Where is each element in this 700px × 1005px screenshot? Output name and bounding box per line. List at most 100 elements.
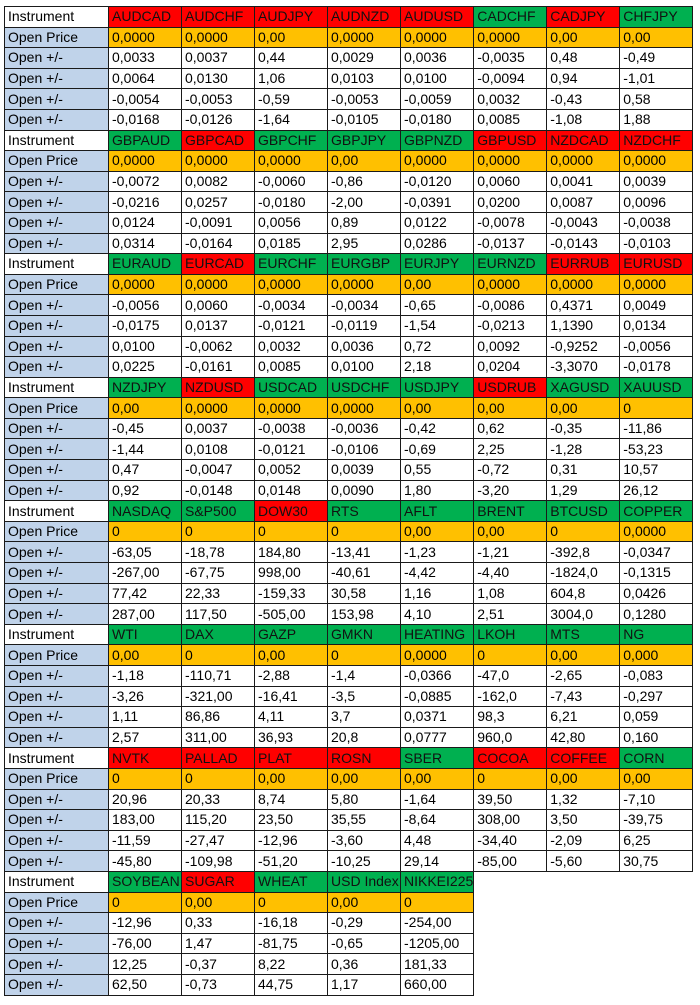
delta-label: Open +/- (4, 829, 109, 852)
delta-cell: -0,1315 (619, 562, 694, 584)
delta-cell: 184,80 (254, 541, 328, 564)
delta-cell: -76,00 (108, 932, 182, 955)
delta-label: Open +/- (4, 211, 109, 234)
delta-cell: -0,0094 (473, 67, 548, 90)
delta-cell: -1,01 (619, 67, 694, 90)
open-price-cell: 0,000 (619, 644, 694, 666)
delta-cell: 0,0049 (619, 294, 694, 316)
instrument-name-cell: COPPER (619, 500, 694, 522)
delta-cell: -0,0053 (327, 88, 401, 110)
delta-cell: 1,32 (546, 788, 621, 811)
instrument-name-cell: PALLAD (181, 747, 255, 769)
delta-cell: -0,0119 (327, 314, 401, 337)
delta-label: Open +/- (4, 356, 109, 378)
open-price-cell: 0,00 (399, 767, 475, 790)
delta-row: Open +/- 0,0124 -0,0091 0,0056 0,89 0,0122 -0,… (4, 211, 694, 234)
delta-cell: 153,98 (327, 603, 401, 625)
delta-cell: 0,0082 (181, 170, 255, 193)
delta-cell: -27,47 (181, 829, 255, 852)
delta-label: Open +/- (4, 582, 109, 605)
delta-cell: -162,0 (473, 685, 548, 708)
delta-cell: 98,3 (473, 706, 548, 728)
delta-cell: 2,25 (473, 438, 548, 461)
delta-cell: -321,00 (181, 685, 255, 708)
delta-cell: 3004,0 (546, 603, 621, 625)
delta-cell: -0,0078 (473, 211, 548, 234)
delta-cell: -2,09 (546, 829, 621, 852)
delta-cell: 1,80 (399, 479, 475, 502)
instrument-name-cell: BRENT (473, 500, 548, 522)
instrument-name-cell: GAZP (254, 623, 328, 646)
delta-cell: 0,0060 (181, 294, 255, 316)
delta-cell: -0,0056 (108, 294, 182, 316)
delta-cell: -0,0034 (254, 294, 328, 316)
delta-cell: 0,0103 (327, 67, 401, 90)
open-price-row: Open Price 0,0000 0,0000 0,0000 0,0000 0,00 0,… (4, 273, 694, 296)
delta-row: Open +/- 0,0064 0,0130 1,06 0,0103 0,0100 -0,0… (4, 67, 694, 90)
instrument-name-cell: CORN (619, 747, 694, 769)
instrument-name-cell: COCOA (473, 747, 548, 769)
delta-cell: 0,0085 (473, 108, 548, 131)
delta-cell: -18,78 (181, 541, 255, 564)
open-price-cell: 0,0000 (473, 273, 548, 296)
open-price-cell: 0,00 (619, 767, 694, 790)
delta-cell: 0,0100 (399, 67, 475, 90)
delta-cell: -159,33 (254, 582, 328, 605)
delta-cell: -0,42 (399, 417, 475, 440)
delta-label: Open +/- (4, 953, 109, 975)
open-price-cell: 0,00 (254, 767, 328, 790)
instrument-name-cell: GBPCAD (181, 129, 255, 152)
instrument-name-cell: PLAT (254, 747, 328, 769)
delta-cell: 42,80 (546, 726, 621, 749)
instrument-name-cell: NZDUSD (181, 376, 255, 399)
instrument-name-cell: SUGAR (181, 870, 255, 893)
delta-label: Open +/- (4, 191, 109, 213)
delta-cell: 115,20 (181, 809, 255, 831)
instrument-name-cell: HEATING (399, 623, 475, 646)
delta-cell: 2,18 (399, 356, 475, 378)
delta-label: Open +/- (4, 541, 109, 564)
instrument-name-cell: NZDCAD (546, 129, 621, 152)
open-price-cell: 0,0000 (181, 26, 255, 49)
instrument-name-cell: EURAUD (108, 253, 182, 275)
instrument-name-cell: GBPCHF (254, 129, 328, 152)
delta-label: Open +/- (4, 912, 109, 934)
delta-cell: 0,94 (546, 67, 621, 90)
open-price-row: Open Price 0,00 0,0000 0,0000 0,0000 0,00 0,00… (4, 397, 694, 419)
delta-cell: 1,88 (619, 108, 694, 131)
delta-cell: -0,0103 (619, 232, 694, 255)
delta-cell: 2,57 (108, 726, 182, 749)
instrument-label: Instrument (4, 253, 109, 275)
delta-cell: 0,0064 (108, 67, 182, 90)
open-price-cell: 0,0000 (327, 273, 401, 296)
delta-cell: 4,10 (399, 603, 475, 625)
instrument-label: Instrument (4, 747, 109, 769)
delta-cell: -0,65 (327, 932, 401, 955)
instrument-name-cell: GBPUSD (473, 129, 548, 152)
delta-label: Open +/- (4, 67, 109, 90)
delta-cell: 0,0039 (619, 170, 694, 193)
open-price-label: Open Price (4, 891, 109, 914)
open-price-cell: 0,0000 (546, 150, 621, 172)
delta-row: Open +/- -45,80 -109,98 -51,20 -10,25 29,14 -8… (4, 850, 694, 872)
delta-cell: 181,33 (399, 953, 475, 975)
delta-cell: 0,72 (399, 335, 475, 358)
delta-cell: 0,0257 (181, 191, 255, 213)
delta-cell: -0,37 (181, 953, 255, 975)
delta-cell: -0,0137 (473, 232, 548, 255)
delta-cell: -0,73 (181, 973, 255, 996)
instrument-name-cell: AUDCHF (181, 6, 255, 28)
empty-cell (620, 892, 693, 913)
delta-cell: -0,0121 (254, 438, 328, 461)
delta-label: Open +/- (4, 850, 109, 872)
delta-row: Open +/- -0,0054 -0,0053 -0,59 -0,0053 -0,005… (4, 88, 694, 110)
delta-cell: -0,0164 (181, 232, 255, 255)
open-price-cell: 0 (254, 891, 328, 914)
open-price-cell: 0,00 (473, 520, 548, 543)
instrument-name-cell: AUDCAD (108, 6, 182, 28)
delta-cell: -81,75 (254, 932, 328, 955)
delta-label: Open +/- (4, 726, 109, 749)
delta-label: Open +/- (4, 809, 109, 831)
delta-cell: 308,00 (473, 809, 548, 831)
delta-cell: 29,14 (399, 850, 475, 872)
